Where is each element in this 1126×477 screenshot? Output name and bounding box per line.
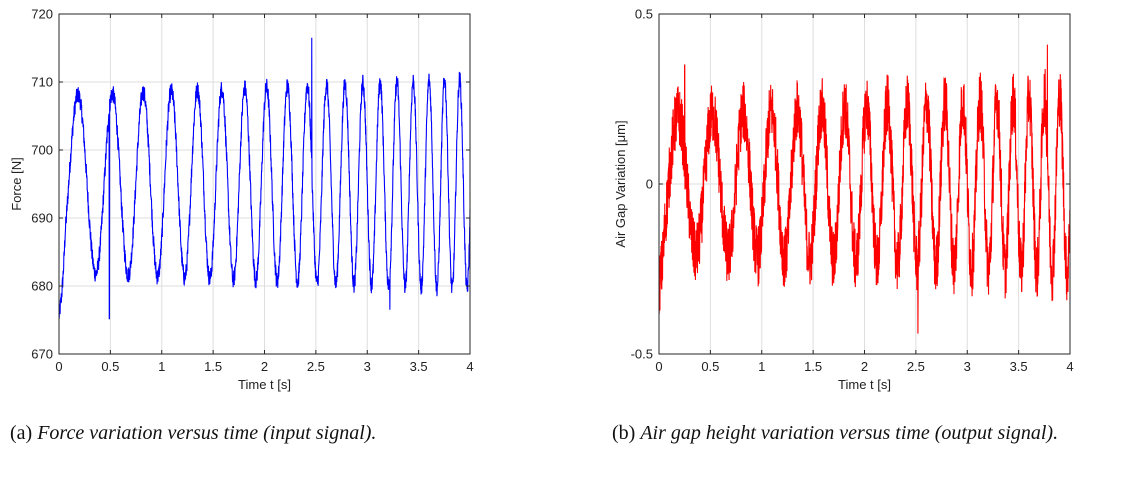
y-axis-label: Air Gap Variation [μm] bbox=[613, 120, 628, 247]
y-tick-label: 720 bbox=[31, 7, 53, 22]
x-tick-label: 1 bbox=[758, 359, 765, 374]
x-tick-label: 1.5 bbox=[204, 359, 222, 374]
x-tick-label: 3.5 bbox=[410, 359, 428, 374]
series-line bbox=[58, 37, 471, 320]
x-tick-label: 3.5 bbox=[1010, 359, 1028, 374]
caption-b-label: (b) bbox=[612, 422, 636, 444]
y-tick-label: 0.5 bbox=[635, 7, 653, 22]
x-tick-label: 0 bbox=[655, 359, 662, 374]
x-tick-label: 2 bbox=[861, 359, 868, 374]
x-tick-label: 0.5 bbox=[701, 359, 719, 374]
y-tick-label: 670 bbox=[31, 347, 53, 362]
y-tick-label: -0.5 bbox=[631, 347, 653, 362]
caption-a: (a) Force variation versus time (input s… bbox=[10, 418, 530, 448]
caption-a-label: (a) bbox=[10, 422, 33, 444]
caption-b: (b) Air gap height variation versus time… bbox=[612, 418, 1117, 448]
y-tick-label: 0 bbox=[646, 177, 653, 192]
y-axis-label: Force [N] bbox=[9, 157, 24, 210]
figure: 0 0.5 1 1.5 2 2.5 3 3.5 4 670 680 690 700 710 720 Time … bbox=[9, 7, 1074, 393]
x-tick-label: 4 bbox=[1066, 359, 1073, 374]
x-axis-label: Time t [s] bbox=[238, 377, 291, 392]
y-tick-label: 690 bbox=[31, 211, 53, 226]
x-axis-label: Time t [s] bbox=[838, 377, 891, 392]
caption-b-text: Air gap height variation versus time (ou… bbox=[640, 422, 1059, 444]
y-tick-label: 700 bbox=[31, 143, 53, 158]
x-tick-label: 1 bbox=[158, 359, 165, 374]
x-tick-label: 0.5 bbox=[101, 359, 119, 374]
chart-a: 0 0.5 1 1.5 2 2.5 3 3.5 4 670 680 690 700 710 720 Time … bbox=[9, 7, 474, 393]
y-tick-label: 680 bbox=[31, 279, 53, 294]
x-tick-label: 2.5 bbox=[907, 359, 925, 374]
x-tick-label: 2 bbox=[261, 359, 268, 374]
x-tick-label: 3 bbox=[964, 359, 971, 374]
x-tick-label: 2.5 bbox=[307, 359, 325, 374]
x-tick-label: 0 bbox=[55, 359, 62, 374]
x-tick-label: 1.5 bbox=[804, 359, 822, 374]
y-tick-label: 710 bbox=[31, 75, 53, 90]
x-tick-label: 3 bbox=[364, 359, 371, 374]
series-line bbox=[658, 44, 1071, 334]
x-tick-label: 4 bbox=[466, 359, 473, 374]
caption-a-text: Force variation versus time (input signa… bbox=[37, 422, 377, 444]
